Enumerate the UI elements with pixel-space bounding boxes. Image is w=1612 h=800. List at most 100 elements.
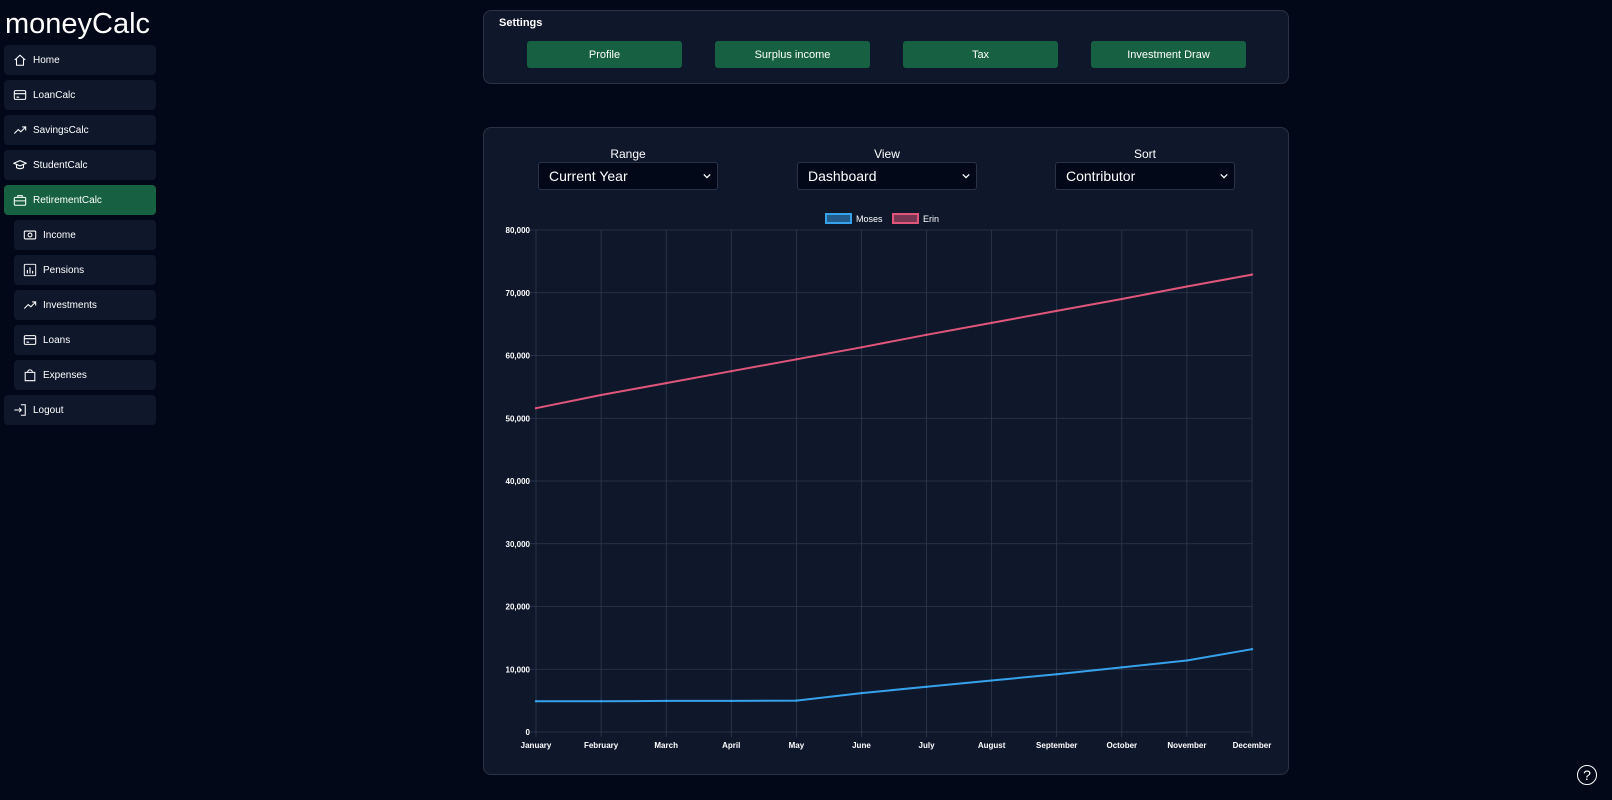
sidebar-item-label: Logout: [33, 404, 64, 416]
sidebar-item-home[interactable]: Home: [4, 45, 156, 75]
legend-label-erin: Erin: [923, 214, 939, 224]
sidebar-item-label: Income: [43, 229, 76, 241]
chevron-down-icon: [962, 173, 970, 179]
sidebar-item-logout[interactable]: Logout: [4, 395, 156, 425]
x-tick-label: March: [654, 741, 678, 750]
sidebar-item-loancalc[interactable]: LoanCalc: [4, 80, 156, 110]
view-select[interactable]: Dashboard: [797, 162, 977, 190]
sort-select-value: Contributor: [1066, 168, 1136, 184]
sort-select[interactable]: Contributor: [1055, 162, 1235, 190]
shopping-bag-icon: [23, 368, 37, 382]
sidebar-item-retirementcalc[interactable]: RetirementCalc: [4, 185, 156, 215]
sidebar-item-label: Loans: [43, 334, 71, 346]
range-label: Range: [610, 147, 646, 161]
range-select-value: Current Year: [549, 168, 628, 184]
data-point-erin: [860, 346, 863, 349]
sidebar-item-investments[interactable]: Investments: [14, 290, 156, 320]
y-tick-label: 40,000: [506, 477, 531, 486]
sidebar-item-label: StudentCalc: [33, 159, 88, 171]
y-tick-label: 20,000: [506, 603, 531, 612]
app-title: moneyCalc: [5, 8, 151, 40]
data-point-erin: [730, 369, 733, 373]
data-point-erin: [1120, 297, 1124, 301]
data-point-erin: [664, 381, 668, 385]
legend-label-moses: Moses: [856, 214, 883, 224]
data-point-moses: [534, 700, 538, 703]
tax-button[interactable]: Tax: [903, 41, 1058, 68]
x-tick-label: May: [789, 741, 805, 750]
view-select-value: Dashboard: [808, 168, 877, 184]
y-tick-label: 70,000: [506, 289, 531, 298]
data-point-moses: [990, 679, 993, 682]
sidebar-item-label: Home: [33, 54, 60, 66]
sidebar-item-loans[interactable]: Loans: [14, 325, 156, 355]
data-point-moses: [925, 685, 928, 689]
x-tick-label: October: [1106, 741, 1137, 750]
home-icon: [13, 53, 27, 67]
y-tick-label: 80,000: [506, 226, 531, 235]
logout-icon: [13, 403, 27, 417]
sidebar-item-studentcalc[interactable]: StudentCalc: [4, 150, 156, 180]
surplus-income-button[interactable]: Surplus income: [715, 41, 870, 68]
series-line-erin: [535, 273, 1253, 410]
y-tick-label: 50,000: [506, 414, 531, 423]
legend-swatch-moses: [825, 213, 852, 224]
chevron-down-icon: [703, 173, 711, 179]
sidebar-item-label: Investments: [43, 299, 97, 311]
graduation-cap-icon: [13, 158, 27, 172]
card-icon: [23, 333, 37, 347]
x-tick-label: August: [978, 741, 1006, 750]
y-tick-label: 0: [526, 728, 531, 737]
sidebar-item-savingscalc[interactable]: SavingsCalc: [4, 115, 156, 145]
x-tick-label: February: [584, 741, 619, 750]
data-point-erin: [795, 358, 798, 361]
help-icon[interactable]: ?: [1577, 765, 1597, 785]
data-point-moses: [730, 699, 733, 703]
x-tick-label: November: [1167, 741, 1206, 750]
data-point-erin: [1185, 285, 1189, 288]
x-tick-label: June: [852, 741, 871, 750]
view-label: View: [874, 147, 900, 161]
data-point-moses: [795, 699, 798, 702]
series-line-moses: [536, 648, 1253, 703]
x-tick-label: April: [722, 741, 740, 750]
y-tick-label: 30,000: [506, 540, 531, 549]
data-point-erin: [534, 407, 538, 410]
data-point-erin: [599, 393, 603, 397]
data-point-moses: [1250, 647, 1254, 651]
x-tick-label: July: [919, 741, 936, 750]
settings-panel: Settings Profile Surplus income Tax Inve…: [483, 10, 1289, 84]
data-point-moses: [1055, 673, 1058, 676]
card-icon: [13, 88, 27, 102]
cash-icon: [23, 228, 37, 242]
data-point-erin: [1055, 309, 1058, 313]
data-point-moses: [664, 699, 668, 703]
data-point-erin: [990, 321, 993, 325]
data-point-moses: [1120, 666, 1124, 669]
x-tick-label: December: [1233, 741, 1272, 750]
settings-title: Settings: [499, 17, 543, 29]
sidebar-item-label: RetirementCalc: [33, 194, 102, 206]
sidebar-item-pensions[interactable]: Pensions: [14, 255, 156, 285]
investment-draw-button[interactable]: Investment Draw: [1091, 41, 1246, 68]
briefcase-icon: [13, 193, 27, 207]
data-point-erin: [1250, 273, 1254, 276]
sidebar-item-label: LoanCalc: [33, 89, 76, 101]
y-tick-label: 10,000: [506, 665, 531, 674]
range-select[interactable]: Current Year: [538, 162, 718, 190]
x-tick-label: January: [521, 741, 552, 750]
chevron-down-icon: [1220, 173, 1228, 179]
trending-up-icon: [23, 298, 37, 312]
sidebar-item-income[interactable]: Income: [14, 220, 156, 250]
chart-panel: Range Current Year View Dashboard Sort C…: [483, 127, 1289, 775]
data-point-moses: [860, 691, 863, 695]
bar-chart-icon: [23, 263, 37, 277]
x-tick-label: September: [1036, 741, 1077, 750]
trending-up-icon: [13, 123, 27, 137]
retirement-line-chart: 0 10,000 20,000 30,000 40,000 50,000 60,000 70,…: [506, 213, 1272, 750]
sidebar-item-label: SavingsCalc: [33, 124, 89, 136]
sidebar-item-label: Expenses: [43, 369, 87, 381]
sort-label: Sort: [1133, 147, 1156, 161]
profile-button[interactable]: Profile: [527, 41, 682, 68]
sidebar-item-expenses[interactable]: Expenses: [14, 360, 156, 390]
